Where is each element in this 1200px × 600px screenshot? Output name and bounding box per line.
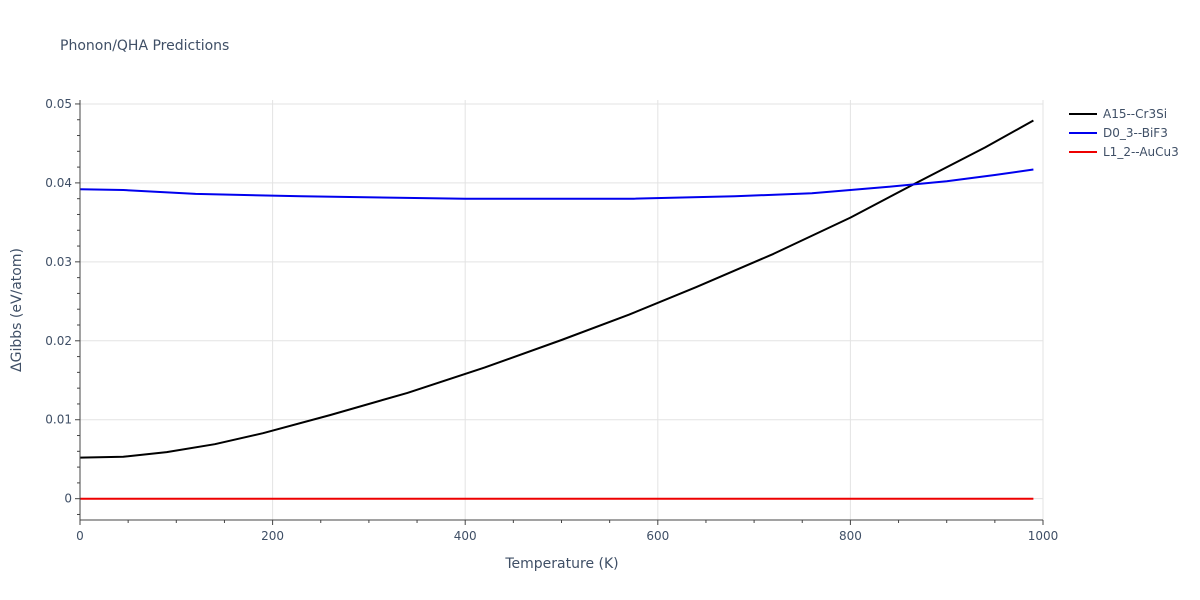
y-tick-label: 0.02: [45, 334, 72, 348]
legend-label: A15--Cr3Si: [1103, 107, 1167, 121]
legend-item[interactable]: A15--Cr3Si: [1069, 107, 1167, 121]
plot-series: [79, 119, 1034, 500]
axes: [75, 100, 1044, 525]
series-line-0: [79, 119, 1034, 459]
chart-title: Phonon/QHA Predictions: [60, 38, 229, 54]
y-tick-label: 0: [64, 492, 72, 506]
x-axis-title: Temperature (K): [504, 556, 618, 572]
y-tick-label: 0.04: [45, 176, 72, 190]
series-line-1: [79, 168, 1034, 200]
y-tick-label: 0.01: [45, 413, 72, 427]
x-tick-label: 0: [76, 529, 84, 543]
x-tick-labels: 0 200 400 600 800 1000: [76, 529, 1058, 543]
legend-label: L1_2--AuCu3: [1103, 145, 1179, 159]
x-tick-label: 600: [646, 529, 669, 543]
y-tick-label: 0.03: [45, 255, 72, 269]
x-gridlines: [272, 100, 1044, 520]
y-axis-title: ΔGibbs (eV/atom): [9, 248, 25, 372]
x-tick-label: 1000: [1028, 529, 1059, 543]
y-tick-labels: 0 0.01 0.02 0.03 0.04 0.05: [45, 97, 72, 506]
legend-item[interactable]: L1_2--AuCu3: [1069, 145, 1179, 159]
y-tick-label: 0.05: [45, 97, 72, 111]
legend: A15--Cr3Si D0_3--BiF3 L1_2--AuCu3: [1069, 107, 1179, 159]
legend-label: D0_3--BiF3: [1103, 126, 1168, 140]
x-tick-label: 800: [839, 529, 862, 543]
x-tick-label: 400: [454, 529, 477, 543]
legend-item[interactable]: D0_3--BiF3: [1069, 126, 1168, 140]
x-tick-label: 200: [261, 529, 284, 543]
y-gridlines: [80, 103, 1043, 500]
